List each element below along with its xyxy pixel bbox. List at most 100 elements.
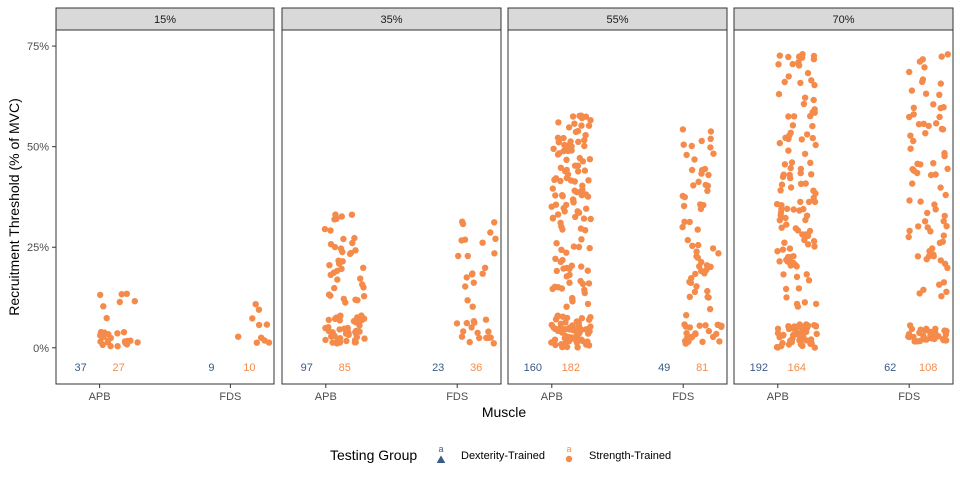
point-strength-trained (943, 337, 949, 343)
legend-label: Dexterity-Trained (461, 450, 545, 462)
point-strength-trained (693, 283, 699, 289)
point-strength-trained (932, 329, 938, 335)
point-strength-trained (702, 322, 708, 328)
point-strength-trained (931, 336, 937, 342)
point-strength-trained (909, 180, 915, 186)
point-strength-trained (910, 334, 916, 340)
point-strength-trained (944, 166, 950, 172)
point-strength-trained (483, 317, 489, 323)
point-strength-trained (569, 263, 575, 269)
point-strength-trained (931, 253, 937, 259)
legend-title: Testing Group (330, 447, 417, 463)
point-strength-trained (585, 301, 591, 307)
point-strength-trained (455, 253, 461, 259)
point-strength-trained (942, 213, 948, 219)
point-strength-trained (563, 304, 569, 310)
point-strength-trained (781, 240, 787, 246)
point-strength-trained (944, 265, 950, 271)
point-strength-trained (114, 343, 120, 349)
count-label: 160 (524, 362, 542, 374)
point-strength-trained (695, 255, 701, 261)
point-strength-trained (335, 258, 341, 264)
point-strength-trained (699, 339, 705, 345)
point-strength-trained (716, 322, 722, 328)
point-strength-trained (352, 339, 358, 345)
point-strength-trained (919, 79, 925, 85)
point-strength-trained (681, 203, 687, 209)
point-strength-trained (563, 145, 569, 151)
point-strength-trained (586, 328, 592, 334)
point-strength-trained (937, 184, 943, 190)
point-strength-trained (264, 321, 270, 327)
point-strength-trained (331, 285, 337, 291)
point-strength-trained (930, 160, 936, 166)
point-strength-trained (349, 212, 355, 218)
point-strength-trained (491, 219, 497, 225)
point-strength-trained (911, 105, 917, 111)
point-strength-trained (780, 332, 786, 338)
point-strength-trained (572, 336, 578, 342)
point-strength-trained (468, 324, 474, 330)
point-strength-trained (254, 340, 260, 346)
point-strength-trained (332, 244, 338, 250)
point-strength-trained (697, 201, 703, 207)
count-label: 85 (339, 362, 351, 374)
x-tick-label: FDS (672, 391, 694, 403)
point-strength-trained (945, 51, 951, 57)
point-strength-trained (791, 323, 797, 329)
point-strength-trained (695, 242, 701, 248)
point-strength-trained (809, 123, 815, 129)
x-tick-label: APB (541, 391, 563, 403)
point-strength-trained (553, 240, 559, 246)
point-strength-trained (792, 262, 798, 268)
point-strength-trained (253, 301, 259, 307)
point-strength-trained (689, 167, 695, 173)
point-strength-trained (788, 254, 794, 260)
point-strength-trained (917, 161, 923, 167)
point-strength-trained (465, 253, 471, 259)
point-strength-trained (909, 87, 915, 93)
count-label: 9 (208, 362, 214, 374)
point-strength-trained (688, 280, 694, 286)
point-strength-trained (791, 113, 797, 119)
point-strength-trained (790, 122, 796, 128)
point-strength-trained (786, 73, 792, 79)
point-strength-trained (563, 333, 569, 339)
point-strength-trained (776, 258, 782, 264)
point-strength-trained (343, 330, 349, 336)
point-strength-trained (802, 95, 808, 101)
point-strength-trained (917, 338, 923, 344)
point-strength-trained (554, 268, 560, 274)
point-strength-trained (576, 244, 582, 250)
count-label: 36 (470, 362, 482, 374)
point-strength-trained (807, 113, 813, 119)
point-strength-trained (555, 284, 561, 290)
facet-panel (282, 30, 501, 384)
point-strength-trained (575, 139, 581, 145)
point-strength-trained (552, 337, 558, 343)
point-strength-trained (929, 245, 935, 251)
point-strength-trained (806, 277, 812, 283)
point-strength-trained (326, 262, 332, 268)
point-strength-trained (692, 271, 698, 277)
point-strength-trained (775, 61, 781, 67)
point-strength-trained (100, 303, 106, 309)
point-strength-trained (687, 219, 693, 225)
point-strength-trained (578, 263, 584, 269)
count-label: 10 (243, 362, 255, 374)
point-strength-trained (776, 91, 782, 97)
legend-key-letter: a (438, 444, 443, 454)
point-strength-trained (586, 317, 592, 323)
point-strength-trained (689, 143, 695, 149)
point-strength-trained (464, 274, 470, 280)
point-strength-trained (813, 323, 819, 329)
point-strength-trained (334, 276, 340, 282)
count-label: 37 (74, 362, 86, 374)
point-strength-trained (572, 188, 578, 194)
point-strength-trained (482, 265, 488, 271)
point-strength-trained (681, 321, 687, 327)
point-strength-trained (940, 239, 946, 245)
count-label: 49 (658, 362, 670, 374)
point-strength-trained (799, 136, 805, 142)
